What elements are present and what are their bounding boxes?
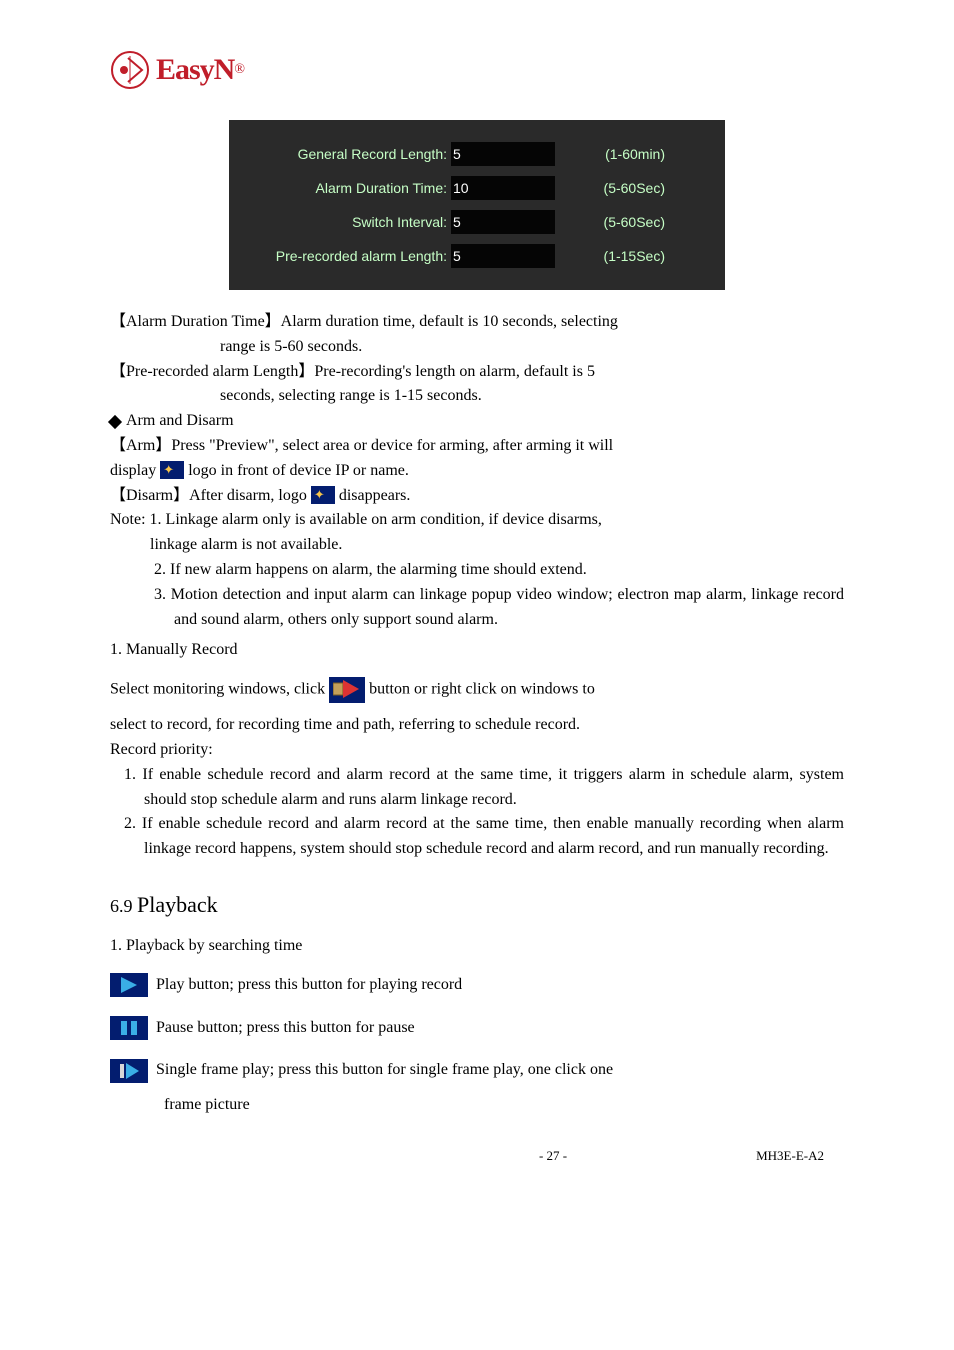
page-footer: - 27 - MH3E-E-A2 [110,1148,844,1164]
setting-row: Switch Interval: (5-60Sec) [247,210,707,234]
para: 【Arm】Press "Preview", select area or dev… [110,434,844,459]
page-number: - 27 - [539,1148,567,1164]
doc-code: MH3E-E-A2 [756,1148,824,1164]
arm-logo-icon: ✦ [160,461,184,479]
text: Pause button; press this button for paus… [156,1019,415,1036]
para: Single frame play; press this button for… [110,1058,844,1083]
setting-label: Alarm Duration Time: [247,180,451,196]
para: 2. If new alarm happens on alarm, the al… [110,558,844,583]
setting-label: Pre-recorded alarm Length: [247,248,451,264]
text: display [110,462,160,479]
play-icon [110,973,148,997]
para: display ✦ logo in front of device IP or … [110,459,844,484]
para: select to record, for recording time and… [110,713,844,738]
para: linkage alarm is not available. [110,533,844,558]
switch-interval-input[interactable] [451,210,555,234]
setting-row: Pre-recorded alarm Length: (1-15Sec) [247,244,707,268]
alarm-duration-time-input[interactable] [451,176,555,200]
setting-label: Switch Interval: [247,214,451,230]
arm-disarm-heading: Arm and Disarm [110,409,844,434]
para: seconds, selecting range is 1-15 seconds… [110,384,844,409]
para: 1. Playback by searching time [110,934,844,959]
body-text: 【Alarm Duration Time】Alarm duration time… [110,310,844,1118]
para: Note: 1. Linkage alarm only is available… [110,508,844,533]
section-num: 6.9 [110,896,137,916]
text: Play button; press this button for playi… [156,976,462,993]
para: Record priority: [110,738,844,763]
para: 1. If enable schedule record and alarm r… [110,763,844,813]
setting-unit: (1-60min) [555,146,665,162]
para: 3. Motion detection and input alarm can … [110,583,844,633]
general-record-length-input[interactable] [451,142,555,166]
text: Select monitoring windows, click [110,681,329,698]
logo-reg: ® [234,62,245,78]
text: logo in front of device IP or name. [188,462,409,479]
logo-mark-icon [110,50,150,90]
para: Select monitoring windows, click button … [110,677,844,703]
para: 【Disarm】After disarm, logo ✦ disappears. [110,484,844,509]
setting-unit: (5-60Sec) [555,214,665,230]
record-arrow-icon [329,677,365,703]
pre-recorded-alarm-length-input[interactable] [451,244,555,268]
brand-logo: EasyN® [110,50,844,90]
text: disappears. [339,487,411,504]
settings-panel: General Record Length: (1-60min) Alarm D… [229,120,725,290]
setting-unit: (5-60Sec) [555,180,665,196]
text: Single frame play; press this button for… [156,1061,613,1078]
diamond-icon [108,414,122,428]
text: button or right click on windows to [369,681,595,698]
heading-text: Arm and Disarm [126,412,234,429]
setting-row: General Record Length: (1-60min) [247,142,707,166]
logo-text: EasyN [156,53,234,87]
arm-logo-icon: ✦ [311,486,335,504]
setting-label: General Record Length: [247,146,451,162]
setting-row: Alarm Duration Time: (5-60Sec) [247,176,707,200]
para: range is 5-60 seconds. [110,335,844,360]
text: 【Disarm】After disarm, logo [110,487,311,504]
para: 1. Manually Record [110,638,844,663]
para: Play button; press this button for playi… [110,973,844,998]
pause-icon [110,1016,148,1040]
para: frame picture [110,1093,844,1118]
section-title: Playback [137,892,218,917]
para: 2. If enable schedule record and alarm r… [110,812,844,862]
para: Pause button; press this button for paus… [110,1016,844,1041]
para: 【Alarm Duration Time】Alarm duration time… [110,310,844,335]
section-heading: 6.9 Playback [110,892,844,918]
single-frame-icon [110,1059,148,1083]
setting-unit: (1-15Sec) [555,248,665,264]
para: 【Pre-recorded alarm Length】Pre-recording… [110,360,844,385]
